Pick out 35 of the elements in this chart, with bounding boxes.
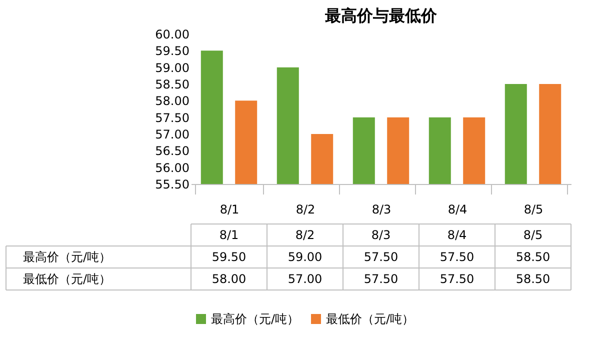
legend-label: 最低价（元/吨） xyxy=(326,312,414,326)
y-tick-label: 59.00 xyxy=(155,60,190,75)
x-tick-label: 8/4 xyxy=(448,202,468,216)
x-tick-label: 8/2 xyxy=(296,202,316,216)
data-label: 57.50 xyxy=(364,250,398,264)
category-label: 8/4 xyxy=(447,228,467,242)
category-label: 8/2 xyxy=(295,228,315,242)
data-label: 57.00 xyxy=(288,272,322,286)
category-label: 8/1 xyxy=(219,228,239,242)
y-tick-label: 56.50 xyxy=(155,144,190,158)
category-label: 8/5 xyxy=(523,228,543,242)
y-tick-label: 58.00 xyxy=(155,94,190,108)
category-label: 8/3 xyxy=(371,228,391,242)
chart-title: 最高价与最低价 xyxy=(324,6,438,25)
data-label: 58.50 xyxy=(516,250,550,264)
y-tick-label: 57.00 xyxy=(155,128,190,142)
text: 最低价（元/吨） xyxy=(23,272,112,286)
y-tick-label: 59.50 xyxy=(155,44,190,58)
data-label: 57.50 xyxy=(440,272,474,286)
data-label: 58.00 xyxy=(212,272,246,286)
y-tick-label: 55.50 xyxy=(155,178,190,192)
data-label: 59.50 xyxy=(212,250,246,264)
y-tick-label: 58.50 xyxy=(155,78,190,92)
legend-label: 最高价（元/吨） xyxy=(211,312,300,326)
x-tick-label: 8/1 xyxy=(220,202,240,216)
x-tick-label: 8/3 xyxy=(372,202,392,216)
data-label: 59.00 xyxy=(288,250,322,264)
data-label: 58.50 xyxy=(516,272,550,286)
y-tick-label: 57.50 xyxy=(155,110,190,125)
data-label: 57.50 xyxy=(440,250,474,264)
text: 最高价（元/吨） xyxy=(23,250,112,264)
x-tick-label: 8/5 xyxy=(524,202,544,216)
data-label: 57.50 xyxy=(364,272,398,286)
y-tick-label: 56.00 xyxy=(155,160,190,175)
y-tick-label: 60.00 xyxy=(155,28,190,42)
